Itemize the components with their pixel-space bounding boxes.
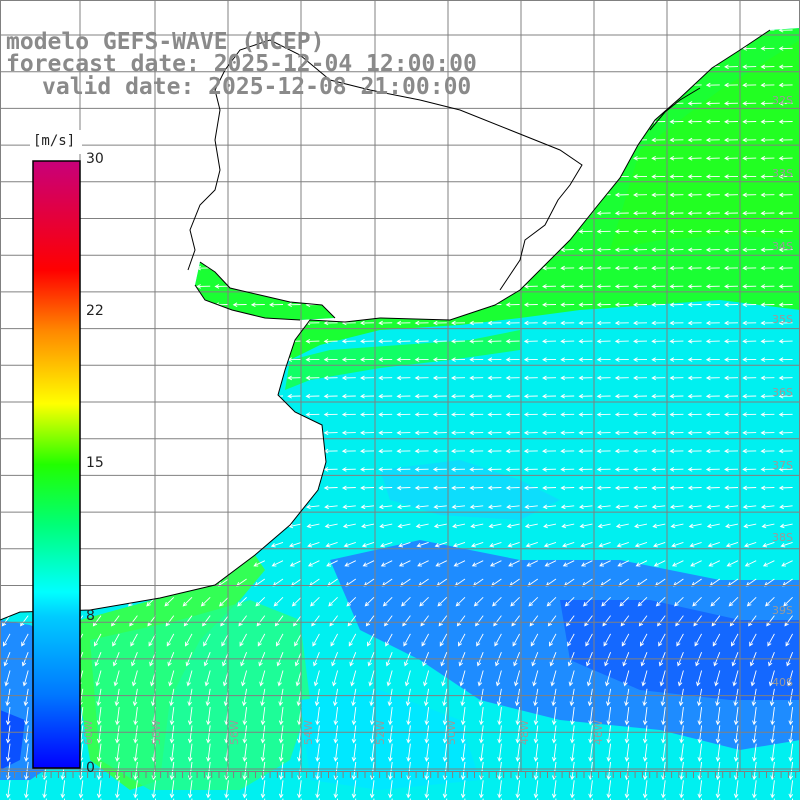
colorbar-unit: [m/s] bbox=[33, 133, 76, 149]
lat-label: 33S bbox=[772, 167, 793, 180]
coastline bbox=[0, 29, 771, 621]
lon-label: 52W bbox=[374, 720, 387, 745]
lon-label: 58W bbox=[150, 720, 163, 745]
lat-label: 40S bbox=[772, 676, 793, 689]
lat-label: 35S bbox=[772, 313, 793, 326]
lat-label: 36S bbox=[772, 386, 793, 399]
colorbar bbox=[32, 160, 81, 769]
lon-label: 46W bbox=[592, 720, 605, 745]
colorbar-tick: 30 bbox=[86, 151, 104, 167]
colorbar-tick: 15 bbox=[86, 455, 104, 471]
lon-label: 60W bbox=[82, 720, 95, 745]
valid-date: valid date: 2025-12-08 21:00:00 bbox=[42, 74, 472, 100]
lat-label: 37S bbox=[772, 459, 793, 472]
lat-label: 38S bbox=[772, 531, 793, 544]
lat-label: 32S bbox=[772, 94, 793, 107]
colorbar-tick: 22 bbox=[86, 303, 104, 319]
lon-label: 48W bbox=[518, 720, 531, 745]
lon-label: 50W bbox=[445, 720, 458, 745]
lat-label: 39S bbox=[772, 604, 793, 617]
forecast-date: forecast date: 2025-12-04 12:00:00 bbox=[6, 51, 477, 77]
lon-label: 54W bbox=[302, 720, 315, 745]
lon-label: 56W bbox=[228, 720, 241, 745]
colorbar-tick: 0 bbox=[86, 760, 95, 776]
lat-label: 34S bbox=[772, 240, 793, 253]
model-title: modelo GEFS-WAVE (NCEP) bbox=[6, 29, 325, 55]
colorbar-tick: 8 bbox=[86, 608, 95, 624]
lat-lon-grid bbox=[0, 0, 800, 778]
